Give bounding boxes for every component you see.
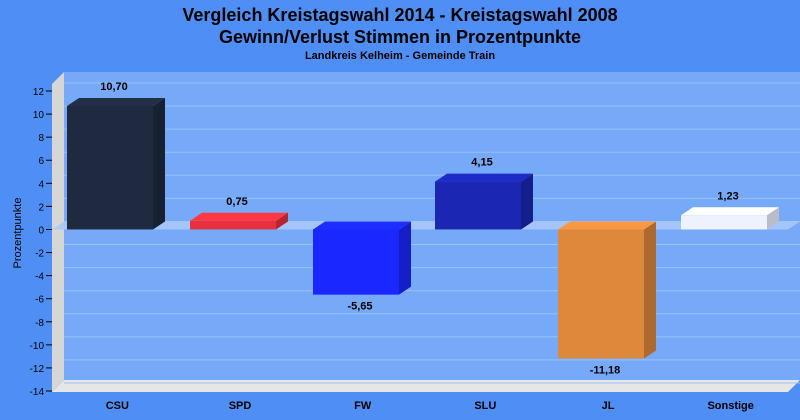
bar-sonstige: [681, 207, 779, 230]
y-tick-label--4: -4: [35, 272, 44, 283]
value-label-fw: -5,65: [347, 301, 372, 313]
y-tick-label--6: -6: [35, 295, 44, 306]
value-label-jl: -11,18: [590, 364, 621, 376]
y-tick-label-10: 10: [33, 110, 45, 121]
chart-titles: Vergleich Kreistagswahl 2014 - Kreistags…: [0, 4, 800, 64]
value-label-csu: 10,70: [100, 81, 128, 93]
x-axis: CSU SPD FW SLU JL Sonstige: [106, 400, 754, 412]
bars: 10,70 0,75 -5,65 4,15 -11,18 1,23: [67, 81, 779, 376]
bar-spd: [190, 212, 288, 230]
value-label-sonstige: 1,23: [717, 190, 738, 202]
x-tick-label-jl: JL: [602, 400, 615, 412]
y-tick-label-2: 2: [38, 202, 44, 213]
chart-title: Vergleich Kreistagswahl 2014 - Kreistags…: [182, 5, 618, 25]
y-tick-label-12: 12: [33, 87, 45, 98]
y-tick-label-0: 0: [38, 225, 44, 236]
bar-front-fw: [313, 229, 399, 295]
bar-fw: [313, 221, 411, 295]
plot-floor: [52, 380, 800, 392]
bar-top-jl: [558, 221, 656, 230]
bar-front-sonstige: [681, 215, 767, 230]
x-tick-label-spd: SPD: [229, 400, 252, 412]
bar-front-spd: [190, 220, 276, 230]
bar-side-fw: [399, 221, 411, 295]
bar-jl: [558, 221, 656, 359]
y-tick-label--14: -14: [30, 387, 45, 398]
value-label-slu: 4,15: [471, 157, 492, 169]
y-tick-label-4: 4: [38, 179, 44, 190]
bar-side-slu: [521, 173, 533, 230]
bar-front-csu: [67, 106, 153, 230]
bar-front-slu: [435, 181, 521, 230]
x-tick-label-fw: FW: [354, 400, 372, 412]
x-tick-label-sonstige: Sonstige: [707, 400, 753, 412]
y-tick-label-8: 8: [38, 133, 44, 144]
bar-csu: [67, 98, 165, 230]
y-tick-label--8: -8: [35, 318, 44, 329]
bar-top-csu: [67, 98, 165, 106]
bar-top-fw: [313, 221, 411, 230]
bar-side-spd: [276, 212, 288, 230]
y-tick-label--10: -10: [30, 341, 45, 352]
value-label-spd: 0,75: [226, 196, 247, 208]
bar-top-slu: [435, 173, 533, 182]
x-tick-label-slu: SLU: [474, 400, 496, 412]
bar-top-sonstige: [681, 207, 779, 216]
y-tick-label--12: -12: [30, 364, 45, 375]
bar-front-jl: [558, 229, 644, 359]
bar-side-csu: [153, 98, 165, 230]
y-tick-label-6: 6: [38, 156, 44, 167]
bar-slu: [435, 173, 533, 230]
y-axis-label: Prozentpunkte: [12, 198, 24, 269]
x-tick-label-csu: CSU: [106, 400, 129, 412]
y-tick-label--2: -2: [35, 249, 44, 260]
chart-subtitle-location: Landkreis Kelheim - Gemeinde Train: [304, 50, 496, 62]
chart-subtitle: Gewinn/Verlust Stimmen in Prozentpunkte: [218, 27, 582, 47]
plot-left-wall: [52, 72, 64, 392]
bar-side-jl: [644, 221, 656, 359]
bar-side-sonstige: [767, 207, 779, 230]
y-axis: 12 10 8 6 4 2 0 -2 -4 -6 -8 -10 -12 -14: [30, 87, 52, 398]
bar-top-spd: [190, 212, 288, 221]
